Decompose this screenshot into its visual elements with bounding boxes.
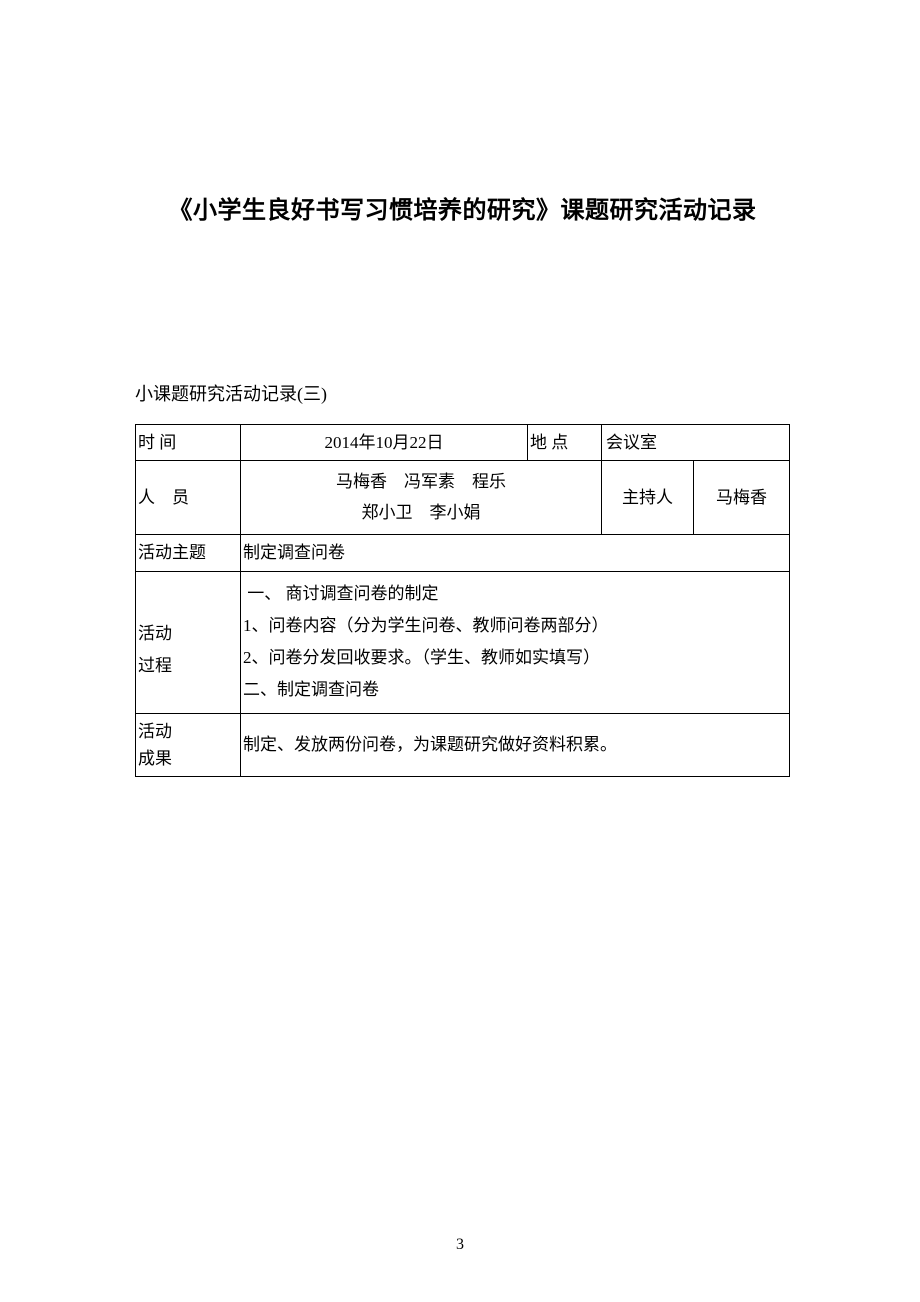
- record-table: 时 间 2014年10月22日 地 点 会议室 人 员 马梅香 冯军素 程乐 郑…: [135, 424, 790, 777]
- personnel-label: 人 员: [136, 461, 241, 535]
- process-label: 活动 过程: [136, 571, 241, 713]
- table-row: 时 间 2014年10月22日 地 点 会议室: [136, 425, 790, 461]
- process-label-line1: 活动: [138, 624, 172, 643]
- location-value: 会议室: [602, 425, 790, 461]
- document-page: 《小学生良好书写习惯培养的研究》课题研究活动记录 小课题研究活动记录(三) 时 …: [0, 0, 920, 777]
- host-label: 主持人: [602, 461, 694, 535]
- time-label: 时 间: [136, 425, 241, 461]
- table-row: 活动 过程 一、 商讨调查问卷的制定 1、问卷内容（分为学生问卷、教师问卷两部分…: [136, 571, 790, 713]
- process-label-line2: 过程: [138, 656, 172, 675]
- table-row: 活动主题 制定调查问卷: [136, 535, 790, 571]
- page-title: 《小学生良好书写习惯培养的研究》课题研究活动记录: [135, 190, 790, 225]
- subtitle: 小课题研究活动记录(三): [135, 380, 790, 406]
- process-line1: 一、 商讨调查问卷的制定: [247, 584, 438, 603]
- personnel-line1: 马梅香 冯军素 程乐: [336, 472, 506, 491]
- result-label: 活动 成果: [136, 713, 241, 776]
- host-value: 马梅香: [694, 461, 790, 535]
- process-line2: 1、问卷内容（分为学生问卷、教师问卷两部分）: [243, 616, 609, 635]
- topic-value: 制定调查问卷: [241, 535, 790, 571]
- process-line4: 二、制定调查问卷: [243, 680, 379, 699]
- table-row: 人 员 马梅香 冯军素 程乐 郑小卫 李小娟 主持人 马梅香: [136, 461, 790, 535]
- table-row: 活动 成果 制定、发放两份问卷，为课题研究做好资料积累。: [136, 713, 790, 776]
- personnel-line2: 郑小卫 李小娟: [362, 503, 481, 522]
- result-value: 制定、发放两份问卷，为课题研究做好资料积累。: [241, 713, 790, 776]
- process-value: 一、 商讨调查问卷的制定 1、问卷内容（分为学生问卷、教师问卷两部分） 2、问卷…: [241, 571, 790, 713]
- result-label-line1: 活动: [138, 722, 172, 741]
- process-line3: 2、问卷分发回收要求。（学生、教师如实填写）: [243, 648, 600, 667]
- time-value: 2014年10月22日: [241, 425, 528, 461]
- page-number: 3: [0, 1236, 920, 1254]
- personnel-value: 马梅香 冯军素 程乐 郑小卫 李小娟: [241, 461, 602, 535]
- result-label-line2: 成果: [138, 749, 172, 768]
- topic-label: 活动主题: [136, 535, 241, 571]
- location-label: 地 点: [528, 425, 602, 461]
